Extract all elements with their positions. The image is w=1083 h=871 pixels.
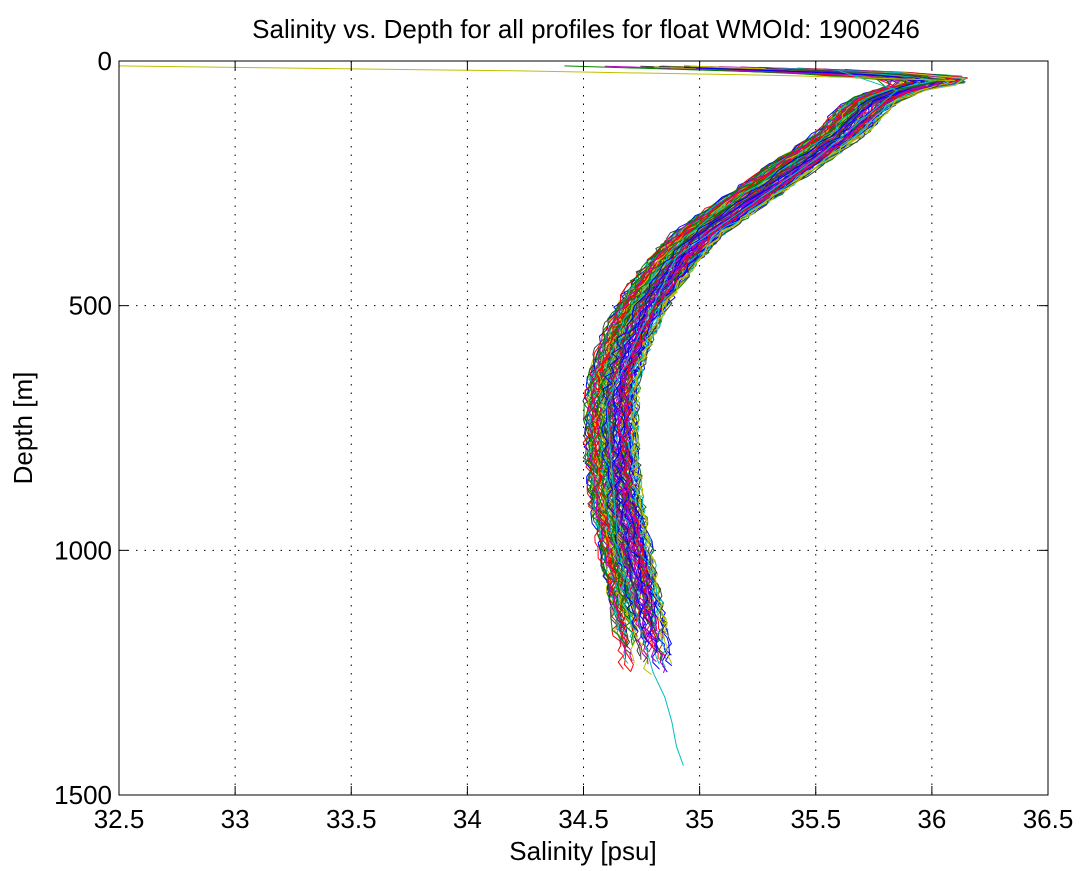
- profile-line-example: [606, 70, 899, 766]
- profile-line: [606, 66, 951, 665]
- x-tick-label: 36.5: [1023, 804, 1074, 834]
- y-tick-labels: 0 500 1000 1500: [54, 46, 112, 810]
- y-tick-label: 1000: [54, 535, 112, 565]
- x-tick-label: 35.5: [790, 804, 841, 834]
- profile-line: [621, 68, 959, 586]
- x-tick-label: 33.5: [326, 804, 377, 834]
- profile-line: [630, 72, 966, 637]
- profile-line: [612, 68, 926, 644]
- y-tick-label: 0: [98, 46, 112, 76]
- plot-area: [118, 60, 1049, 796]
- y-tick-label: 500: [69, 291, 112, 321]
- x-tick-label: 36: [917, 804, 946, 834]
- x-tick-label: 32.5: [94, 804, 145, 834]
- x-tick-label: 34: [453, 804, 482, 834]
- profile-line: [587, 68, 901, 654]
- chart-title: Salinity vs. Depth for all profiles for …: [252, 14, 920, 44]
- x-tick-labels: 32.5 33 33.5 34 34.5 35 35.5 36 36.5: [94, 804, 1074, 834]
- grid-lines: [119, 61, 1048, 795]
- x-tick-label: 35: [685, 804, 714, 834]
- y-tick-label: 1500: [54, 780, 112, 810]
- tick-marks: [118, 60, 1049, 796]
- x-axis-title: Salinity [psu]: [509, 836, 656, 866]
- profile-line: [589, 70, 912, 645]
- y-axis-title: Depth [m]: [8, 372, 38, 485]
- profile-line: [607, 68, 946, 663]
- profile-line-example: [118, 65, 956, 82]
- profile-line: [601, 67, 918, 632]
- profile-line: [598, 70, 929, 642]
- profile-line: [628, 67, 966, 614]
- profile-lines: [118, 65, 968, 766]
- x-tick-label: 33: [221, 804, 250, 834]
- x-tick-label: 34.5: [558, 804, 609, 834]
- profile-line: [627, 67, 951, 597]
